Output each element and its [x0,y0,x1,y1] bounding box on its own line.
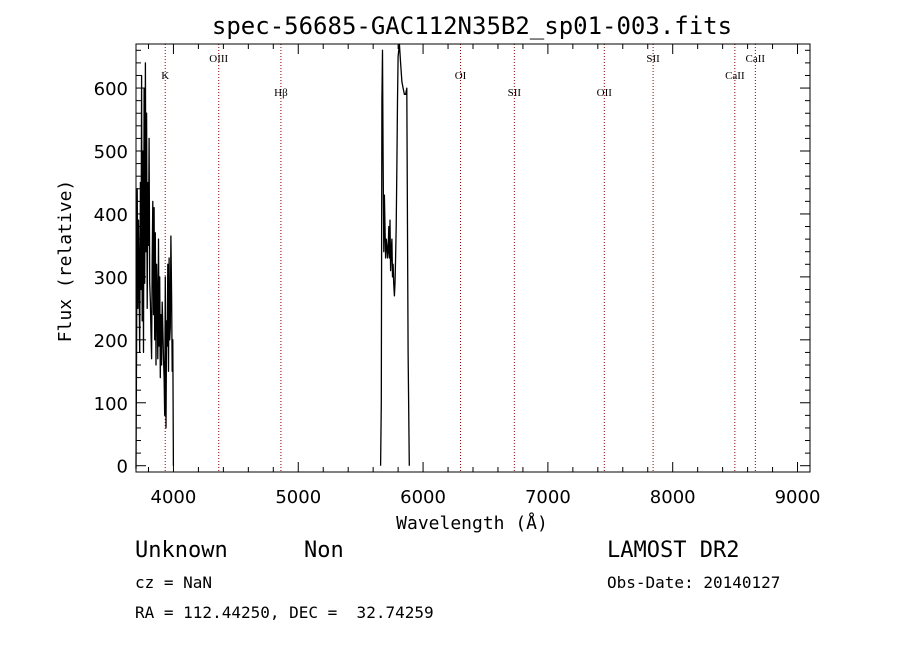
line-label-hβ: Hβ [274,87,288,99]
line-label-oiii: OIII [209,53,228,65]
spectrum-chart: spec-56685-GAC112N35B2_sp01-003.fits K OI… [55,12,821,534]
chart-title: spec-56685-GAC112N35B2_sp01-003.fits [212,12,732,40]
y-tick-label: 500 [94,142,128,163]
y-tick-label: 600 [94,79,128,100]
plot-frame [135,43,811,473]
x-tick-label: 9000 [775,487,821,508]
spectrum-segment-1 [135,62,175,469]
y-tick-label: 200 [94,331,128,352]
x-tick-label: 6000 [400,487,446,508]
x-tick-label: 8000 [650,487,696,508]
x-tick-label: 7000 [525,487,571,508]
y-axis: 0 100 200 300 400 500 600 [94,49,810,478]
coordinates: RA = 112.44250, DEC = 32.74259 [135,603,434,622]
redshift-value: cz = NaN [135,573,213,592]
object-type: Unknown [135,538,228,563]
x-axis: 4000 5000 6000 7000 8000 9000 [147,44,821,508]
y-tick-label: 0 [117,457,128,478]
line-label-sii: SII [508,87,522,99]
x-axis-label: Wavelength (Å) [396,512,548,534]
y-tick-label: 400 [94,205,128,226]
line-label-oi: OI [455,70,467,82]
line-label-sii: SII [646,53,660,65]
spectrum-series [135,43,410,469]
line-label-caii: CaII [725,70,745,82]
x-tick-label: 4000 [151,487,197,508]
object-subclass: Non [304,538,344,563]
line-label-oii: OII [597,87,613,99]
line-label-k: K [161,70,169,82]
observation-date: Obs-Date: 20140127 [607,573,781,592]
x-tick-label: 5000 [275,487,321,508]
y-tick-label: 300 [94,268,128,289]
y-axis-label: Flux (relative) [55,180,76,343]
spectrum-segment-2 [379,43,410,466]
y-tick-label: 100 [94,394,128,415]
line-label-caii: CaII [746,53,766,65]
survey-name: LAMOST DR2 [607,538,740,563]
